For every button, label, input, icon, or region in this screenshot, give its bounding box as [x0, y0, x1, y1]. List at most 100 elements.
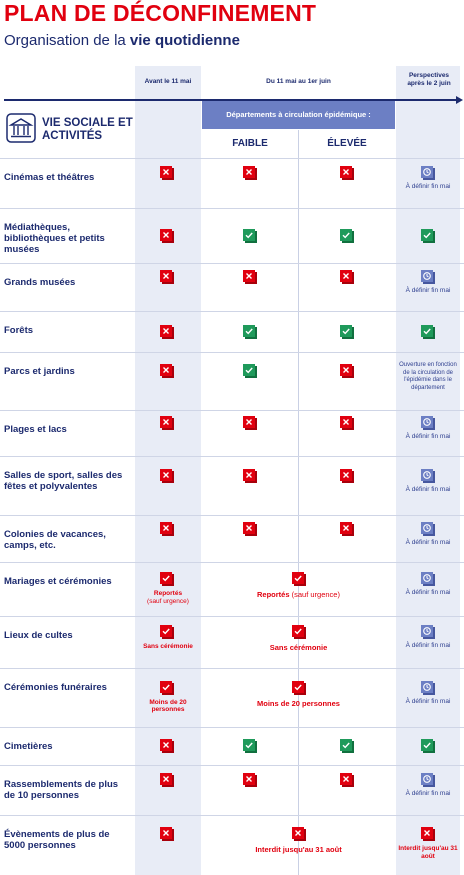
red-cross-icon [160, 827, 174, 841]
note-text: Sans cérémonie [143, 643, 193, 650]
row-divider [0, 727, 464, 728]
clock-icon [421, 773, 435, 787]
green-check-icon [340, 324, 354, 339]
row-label: Cérémonies funéraires [4, 682, 107, 693]
row-label: Salles de sport, salles des fêtes et pol… [4, 470, 123, 492]
red-cross-icon [160, 739, 174, 753]
clock-icon [421, 270, 435, 284]
after-note: À définir fin mai [398, 698, 458, 706]
clock-icon [421, 416, 435, 430]
red-cross-icon [292, 827, 306, 841]
clock-icon [421, 166, 435, 180]
red-cross-icon [160, 521, 174, 536]
row-label: Colonies de vacances, camps, etc. [4, 529, 106, 551]
red-cross-icon [243, 773, 257, 787]
clock-icon [421, 625, 435, 639]
red-cross-icon [340, 773, 354, 787]
section-title: VIE SOCIALE ET ACTIVITÉS [42, 117, 133, 142]
row-divider [0, 765, 464, 766]
row-label: Plages et lacs [4, 424, 67, 435]
museum-building-icon [6, 113, 36, 143]
red-check-icon [160, 572, 174, 586]
red-cross-icon [160, 468, 174, 483]
row-divider [0, 352, 464, 353]
note-text: (sauf urgence) [147, 597, 189, 605]
note-text: À définir fin mai [405, 485, 451, 493]
red-cross-icon [340, 468, 354, 483]
green-check-icon [243, 364, 257, 378]
red-check-icon [292, 680, 306, 695]
red-cross-icon [160, 324, 174, 339]
row-divider [0, 410, 464, 411]
row-divider [0, 208, 464, 209]
red-cross-icon [160, 166, 174, 180]
header-during: Du 11 mai au 1er juin [266, 78, 331, 85]
green-check-icon [243, 228, 257, 243]
note-text: À définir fin mai [405, 642, 451, 649]
note-text: Ouverture en fonction de la circulation … [399, 362, 457, 391]
red-cross-icon [340, 364, 354, 378]
epidemic-band: Départements à circulation épidémique : [202, 101, 395, 129]
row-divider [0, 562, 464, 563]
clock-icon [421, 468, 435, 483]
red-cross-icon [160, 416, 174, 430]
red-cross-icon [421, 827, 435, 841]
red-cross-icon [243, 468, 257, 483]
after-note: À définir fin mai [398, 790, 458, 798]
row-label: Évènements de plus de 5000 personnes [4, 829, 110, 851]
red-cross-icon [340, 166, 354, 180]
red-check-icon [292, 625, 306, 639]
green-check-icon [340, 228, 354, 243]
note-text: À définir fin mai [405, 589, 451, 596]
red-cross-icon [340, 270, 354, 284]
red-cross-icon [340, 416, 354, 430]
clock-icon [421, 521, 435, 536]
note-text: À définir fin mai [405, 183, 451, 190]
clock-icon [421, 572, 435, 586]
span-note: Moins de 20 personnes [202, 698, 395, 708]
header-before: Avant le 11 mai [144, 78, 192, 85]
after-note: À définir fin mai [398, 183, 458, 191]
page-subtitle: Organisation de la vie quotidienne [4, 32, 240, 49]
page-title: PLAN DE DÉCONFINEMENT [4, 0, 317, 26]
header-after: Perspectives après le 2 juin [407, 72, 451, 87]
before-note: Reportés (sauf urgence) [135, 590, 201, 605]
note-text: À définir fin mai [405, 790, 451, 797]
row-label: Mariages et cérémonies [4, 576, 112, 587]
green-check-icon [243, 324, 257, 339]
after-note: À définir fin mai [398, 589, 458, 597]
after-note: À définir fin mai [398, 539, 458, 547]
row-divider [0, 616, 464, 617]
timeline-arrow [4, 99, 459, 101]
timeline-arrow-head [456, 96, 463, 104]
note-text: À définir fin mai [405, 538, 451, 546]
row-label: Médiathèques, bibliothèques et petits mu… [4, 222, 105, 255]
after-note: À définir fin mai [398, 486, 458, 494]
red-check-icon [160, 680, 174, 695]
note-text: (sauf urgence) [289, 590, 340, 599]
red-cross-icon [160, 228, 174, 243]
note-text: À définir fin mai [405, 287, 451, 294]
row-divider [0, 668, 464, 669]
red-cross-icon [243, 270, 257, 284]
note-text: Interdit jusqu'au 31 août [255, 845, 342, 854]
span-note: Interdit jusqu'au 31 août [202, 846, 395, 854]
row-divider [0, 263, 464, 264]
row-divider [0, 815, 464, 816]
green-check-icon [421, 228, 435, 243]
row-label: Parcs et jardins [4, 366, 75, 377]
row-label: Cinémas et théâtres [4, 172, 95, 183]
header-elevee: ÉLEVÉE [327, 138, 367, 149]
row-divider [0, 456, 464, 457]
note-text: Moins de 20 personnes [257, 698, 340, 708]
row-divider [0, 515, 464, 516]
row-divider [0, 158, 464, 159]
red-cross-icon [160, 270, 174, 284]
red-cross-icon [340, 521, 354, 536]
note-text: Sans cérémonie [269, 643, 328, 652]
span-note: Reportés (sauf urgence) [202, 591, 395, 599]
after-note: Interdit jusqu'au 31 août [398, 845, 458, 860]
header-faible: FAIBLE [232, 138, 268, 149]
row-label: Lieux de cultes [4, 630, 73, 641]
after-note: À définir fin mai [398, 642, 458, 650]
